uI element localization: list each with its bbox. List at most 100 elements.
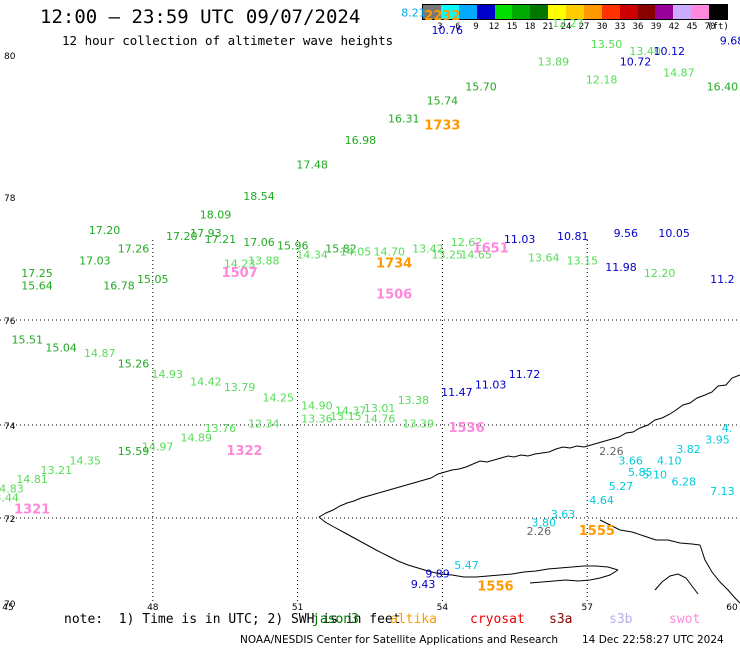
wave-height-value: 15.51 <box>12 334 44 347</box>
wave-height-value: 15.05 <box>137 273 169 286</box>
east-coast-segment <box>654 573 699 595</box>
satellite-pass-time: 1651 <box>473 241 509 256</box>
longitude-tick-label: 60 <box>726 603 738 613</box>
latitude-tick-label: 72 <box>4 515 15 525</box>
wave-height-value: 5.85 <box>628 466 653 479</box>
kara-strait-coast <box>599 519 701 546</box>
wave-height-value: 14.23 <box>224 258 256 271</box>
legend-label: 39 <box>650 22 662 32</box>
wave-height-value: 12.18 <box>586 73 618 86</box>
wave-height-value: 13.79 <box>224 381 256 394</box>
wave-height-value: 14.87 <box>663 66 695 79</box>
legend-swatch <box>583 5 602 19</box>
lat-lon-grid <box>0 240 740 603</box>
satellite-pass-time: 1734 <box>376 257 412 272</box>
wave-height-value: 10.81 <box>557 230 589 243</box>
wave-height-value: 13.15 <box>567 255 599 268</box>
wave-height-value: 14.37 <box>335 405 367 418</box>
wave-height-value: 17.21 <box>205 233 237 246</box>
legend-label: 9 <box>473 22 479 32</box>
wave-height-value: 14.93 <box>152 368 184 381</box>
mainland-coast <box>699 544 740 604</box>
legend-swatch <box>530 5 549 19</box>
wave-height-value: 16.40 <box>707 81 739 94</box>
satellite-pass-time: 2232 <box>424 9 460 24</box>
satellite-pass-labels: 1734150615071733223216511536132213211555… <box>14 9 615 594</box>
wave-height-value: 14.42 <box>190 376 222 389</box>
wave-height-value: 16.78 <box>103 279 135 292</box>
wave-height-value: 9.68 <box>720 35 740 48</box>
legend-swatch <box>655 5 674 19</box>
wave-height-value: 15.70 <box>465 81 497 94</box>
wave-height-value: 17.20 <box>166 230 198 243</box>
wave-height-value: 14.76 <box>364 412 396 425</box>
satellite-pass-time: 1556 <box>477 579 513 594</box>
wave-height-value: 14.65 <box>460 249 492 262</box>
wave-height-value: 18.09 <box>200 209 232 222</box>
legend-unit: (ft) <box>707 22 729 32</box>
wave-height-value: 13.50 <box>591 38 623 51</box>
wave-height-value: 16.31 <box>388 112 420 125</box>
legend-label: 6 <box>455 22 461 32</box>
satellite-pass-time: 1321 <box>14 502 50 517</box>
wave-height-value: 9.56 <box>614 227 639 240</box>
footer-credit: NOAA/NESDIS Center for Satellite Applica… <box>240 634 558 646</box>
wave-height-value: 13.01 <box>364 402 396 415</box>
legend-label: 21 <box>542 22 554 32</box>
wave-height-value: 13.15 <box>330 410 362 423</box>
legend-label: 15 <box>506 22 518 32</box>
wave-height-value: 17.25 <box>21 267 53 280</box>
wave-height-value: 13.89 <box>538 56 570 69</box>
wave-height-value: 11.2 <box>710 273 735 286</box>
wave-height-value: 13.36 <box>301 412 333 425</box>
wave-height-value: 14.81 <box>16 473 48 486</box>
coastline <box>318 374 740 604</box>
longitude-tick-label: 54 <box>437 603 449 613</box>
novaya-zemlya-south-coast <box>318 516 619 578</box>
satellite-pass-time: 1555 <box>579 524 615 539</box>
wave-height-value: 12.34 <box>248 417 280 430</box>
latitude-tick-label: 74 <box>4 422 16 432</box>
legend-swatch <box>709 5 727 19</box>
legend-label: 33 <box>614 22 626 32</box>
wave-height-value: 11.03 <box>475 378 507 391</box>
legend-swatch <box>476 5 495 19</box>
satellite-pass-time: 1536 <box>448 421 484 436</box>
wave-height-value: 11.47 <box>441 386 473 399</box>
wave-height-value: 13.88 <box>248 255 280 268</box>
wave-height-value: 8.21 <box>401 7 426 20</box>
wave-height-value: 14.97 <box>142 441 174 454</box>
wave-height-value: 11.03 <box>504 233 536 246</box>
wave-height-value: 2.26 <box>599 445 624 458</box>
legend-swatch <box>619 5 638 19</box>
satellite-pass-time: 1507 <box>222 266 258 281</box>
legend-swatch <box>691 5 709 19</box>
wave-height-value: 11.72 <box>509 368 541 381</box>
legend-label: 70 <box>704 22 716 32</box>
legend-label: 12 <box>488 22 500 32</box>
wave-height-value: 13.25 <box>431 249 463 262</box>
wave-height-value: 15.82 <box>325 242 357 255</box>
legend-swatch <box>637 5 656 19</box>
latitude-tick-label: 76 <box>4 317 16 327</box>
novaya-zemlya-north-coast <box>318 374 740 518</box>
legend-label: 18 <box>524 22 536 32</box>
wave-height-value: 13.42 <box>412 242 444 255</box>
wave-height-value: 10.72 <box>620 56 652 69</box>
vaygach-coast <box>529 569 619 584</box>
wave-height-value: 18.54 <box>243 190 275 203</box>
footer-timestamp: 14 Dec 22:58:27 UTC 2024 <box>582 634 724 646</box>
latitude-tick-label: 78 <box>4 194 16 204</box>
wave-height-value: 3.63 <box>551 508 576 521</box>
page-title: 12:00 — 23:59 UTC 09/07/2024 <box>40 6 361 28</box>
wave-height-value: 13.76 <box>205 422 237 435</box>
wave-height-value: 17.48 <box>296 159 328 172</box>
satellite-name: altika <box>390 612 437 627</box>
legend-label: 45 <box>686 22 698 32</box>
legend-swatches <box>422 4 728 20</box>
legend-swatch <box>423 5 441 19</box>
satellite-name: jason3 <box>312 612 359 627</box>
satellite-pass-time: 1506 <box>376 287 412 302</box>
legend-label: 24 <box>560 22 572 32</box>
